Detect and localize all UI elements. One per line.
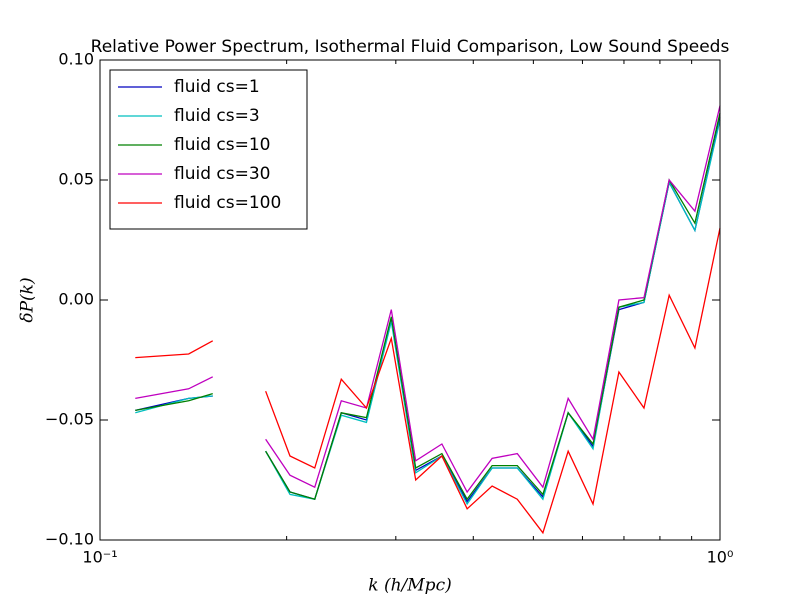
- y-tick-label: −0.10: [45, 530, 94, 549]
- chart-title: Relative Power Spectrum, Isothermal Flui…: [91, 37, 730, 57]
- series-line: [135, 119, 721, 506]
- y-axis-label: δP(k): [18, 277, 38, 322]
- legend-label: fluid cs=100: [174, 193, 281, 213]
- y-tick-label: 0.00: [58, 290, 94, 309]
- y-tick-label: −0.05: [45, 410, 94, 429]
- y-tick-label: 0.10: [58, 50, 94, 69]
- legend-label: fluid cs=10: [174, 135, 270, 155]
- legend-label: fluid cs=1: [174, 77, 260, 97]
- x-tick-label: 10⁻¹: [82, 548, 117, 567]
- y-tick-label: 0.05: [58, 170, 94, 189]
- series-line: [135, 112, 721, 501]
- x-axis-label: k (h/Mpc): [368, 576, 451, 596]
- x-tick-label: 10⁰: [707, 548, 734, 567]
- series-line: [135, 227, 721, 535]
- legend-label: fluid cs=30: [174, 164, 270, 184]
- series-line: [135, 105, 721, 494]
- legend-label: fluid cs=3: [174, 106, 260, 126]
